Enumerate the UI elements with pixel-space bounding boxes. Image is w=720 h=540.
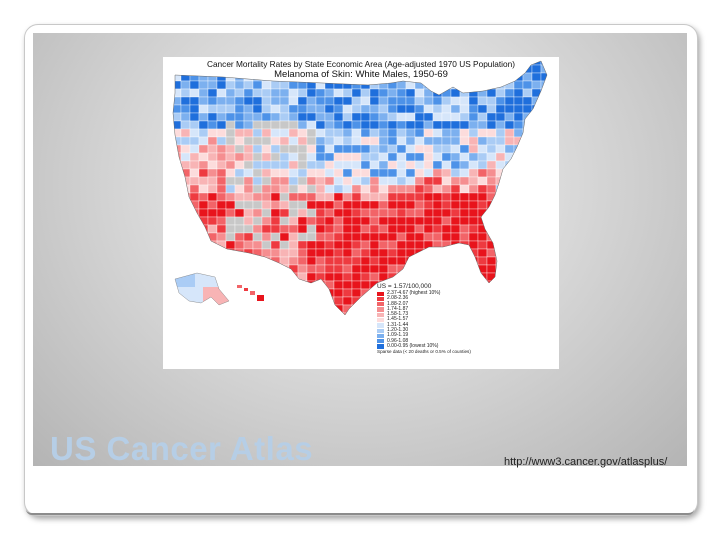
legend-class-8: 1.09-1.19 (377, 333, 557, 338)
legend-label: 0.00-0.95 (lowest 10%) (387, 342, 439, 349)
legend-swatch (377, 291, 384, 296)
us-choropleth-map (172, 60, 548, 316)
legend-label: 2.37-4.67 (highest 10%) (387, 290, 441, 296)
legend-header: US = 1.57/100,000 (377, 283, 432, 290)
hawaii-region (237, 285, 264, 301)
legend-class-0: 2.37-4.67 (highest 10%) (377, 290, 557, 296)
source-url-link[interactable]: http://www3.cancer.gov/atlasplus/ (504, 456, 668, 468)
legend-class-1: 2.08-2.36 (377, 295, 557, 302)
legend-class-6: 1.31-1.44 (377, 321, 557, 328)
legend-label: 1.74-1.87 (387, 305, 409, 312)
legend-label: 1.09-1.19 (387, 332, 409, 339)
map-legend: US = 1.57/100,000 2.37-4.67 (highest 10%… (377, 283, 557, 354)
legend-class-5: 1.45-1.57 (377, 317, 557, 322)
legend-label: 1.20-1.30 (387, 327, 409, 334)
map-title: Cancer Mortality Rates by State Economic… (206, 59, 516, 69)
map-subtitle: Melanoma of Skin: White Males, 1950-69 (274, 69, 448, 80)
legend-class-9: 0.96-1.08 (377, 337, 557, 344)
legend-swatch (377, 328, 384, 333)
legend-swatch (377, 339, 384, 344)
legend-label: 1.45-1.57 (387, 316, 409, 323)
legend-label: 2.08-2.36 (387, 295, 409, 302)
legend-label: 1.58-1.73 (387, 311, 409, 318)
legend-swatch (377, 323, 384, 328)
legend-swatch (377, 312, 384, 317)
legend-label: 1.88-2.07 (387, 300, 409, 307)
legend-class-7: 1.20-1.30 (377, 327, 557, 334)
cancer-atlas-map-figure: Cancer Mortality Rates by State Economic… (163, 57, 559, 369)
us-outline (172, 60, 548, 316)
legend-swatch (377, 302, 384, 307)
legend-footer: Sparse data (< 20 deaths or 0.5% of coun… (377, 349, 471, 355)
legend-class-10: 0.00-0.95 (lowest 10%) (377, 342, 557, 349)
legend-swatch (377, 317, 384, 323)
legend-label: 0.96-1.08 (387, 337, 409, 344)
legend-class-3: 1.74-1.87 (377, 305, 557, 312)
legend-swatch (377, 344, 384, 349)
legend-swatch (377, 296, 384, 302)
slide-frame-bottom-rule (26, 509, 694, 515)
slide-title: US Cancer Atlas (50, 430, 314, 467)
contiguous-us-regions (173, 61, 547, 315)
legend-classes: 2.37-4.67 (highest 10%) 2.08-2.36 1.88-2.0… (377, 290, 557, 349)
legend-label: 1.31-1.44 (387, 321, 409, 328)
legend-class-2: 1.88-2.07 (377, 300, 557, 307)
legend-class-4: 1.58-1.73 (377, 311, 557, 318)
legend-swatch (377, 307, 384, 312)
legend-swatch (377, 333, 384, 339)
